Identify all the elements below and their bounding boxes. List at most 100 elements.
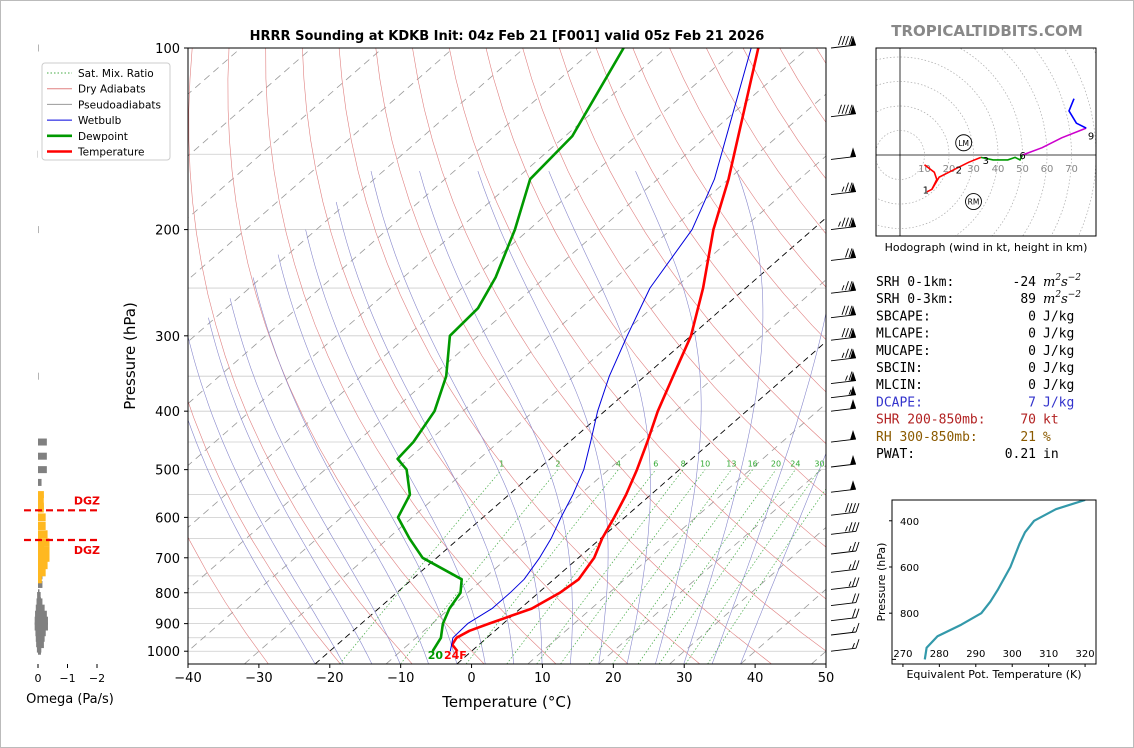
skewt-y-axis-label: Pressure (hPa): [121, 302, 139, 410]
wind-barb-half: [848, 581, 852, 587]
wind-barb: [830, 35, 857, 49]
index-label: SBCAPE:: [876, 309, 931, 324]
wind-barb-full: [848, 371, 853, 381]
dry-adiabat: [449, 48, 826, 600]
wind-barb-half: [848, 389, 852, 395]
omega-bar: [38, 580, 43, 588]
legend-entry: Dry Adiabats: [78, 84, 146, 96]
hodograph-ring-label: 40: [992, 164, 1005, 175]
surface-temp-label: 24F: [444, 649, 467, 662]
index-unit: J/kg: [1043, 344, 1074, 359]
dry-adiabat: [595, 48, 826, 393]
isotherm: [188, 48, 454, 281]
wind-barb-staff: [830, 550, 857, 555]
index-row: SRH 0-1km: -24 m2s−2: [876, 273, 1081, 290]
index-value: 0: [1028, 309, 1036, 324]
omega-bar: [38, 553, 50, 562]
wind-barb-full: [848, 522, 853, 532]
wind-barb-full: [855, 608, 860, 618]
omega-bar: [38, 478, 42, 486]
wind-barb-full: [838, 104, 842, 114]
hodograph-trace: [1022, 127, 1087, 156]
index-label: PWAT:: [876, 447, 915, 462]
dry-adiabat: [669, 48, 826, 288]
theta-e-profile: [923, 500, 1086, 660]
wind-barb-full: [845, 182, 849, 192]
wind-barb: [830, 371, 857, 385]
omega-bar: [38, 438, 47, 446]
wind-barb-full: [841, 35, 846, 46]
omega-x-axis-label: Omega (Pa/s): [26, 692, 114, 707]
storm-motion-label: RM: [968, 198, 980, 207]
wind-barb-full: [848, 35, 853, 46]
omega-bar: [38, 538, 50, 547]
hodograph-height-label: 2: [956, 166, 962, 177]
wind-barb-flag: [850, 104, 856, 115]
wind-barb-full: [841, 104, 846, 114]
omega-bar: [35, 604, 45, 613]
wind-barb-full: [848, 305, 853, 315]
wind-barb-flag: [850, 328, 856, 339]
pseudo-adiabat: [370, 171, 543, 664]
wind-barb-flag: [850, 430, 856, 441]
hodograph-frame: [875, 47, 1097, 237]
hodograph-ring: [876, 81, 974, 229]
pseudo-adiabat: [277, 254, 458, 664]
dgz-label: DGZ: [74, 544, 100, 557]
wind-barb-half: [845, 375, 848, 381]
wind-barb: [830, 541, 860, 555]
dry-adiabat: [706, 48, 826, 235]
index-label: MLCIN:: [876, 378, 923, 393]
wind-barb-staff: [830, 617, 857, 622]
wind-barb-full: [841, 327, 846, 338]
mix-ratio-label: 30: [814, 460, 824, 469]
legend-entry: Sat. Mix. Ratio: [78, 68, 154, 80]
hodograph-height-label: 1: [923, 185, 929, 196]
omega-x-tick-label: 0: [35, 672, 42, 685]
wind-barb-full: [845, 104, 849, 114]
theta-x-tick-label: 300: [1003, 649, 1022, 660]
wind-barb-full: [848, 281, 853, 291]
isotherm: [188, 48, 809, 590]
omega-bar: [38, 546, 50, 555]
theta-x-tick-label: 270: [893, 649, 912, 660]
theta-y-tick-label: 400: [900, 517, 919, 528]
wetbulb-profile: [449, 48, 752, 652]
omega-bar: [38, 513, 46, 522]
wind-barb-full: [852, 560, 856, 570]
isotherm: [188, 48, 667, 467]
index-unit: J/kg: [1043, 395, 1074, 410]
dry-adiabat: [742, 48, 826, 180]
wind-barb-flag: [850, 399, 856, 410]
wind-barb-half: [841, 352, 845, 358]
theta-e-frame: [891, 499, 1097, 665]
index-unit: J/kg: [1043, 378, 1074, 393]
pseudo-adiabat: [188, 418, 316, 664]
index-label: RH 300-850mb:: [876, 430, 978, 445]
hodograph-height-label: 3: [983, 156, 989, 167]
wind-barb-flag: [850, 371, 856, 382]
sounding-indices: SRH 0-1km: -24 m2s−2 SRH 0-3km: 89 m2s−2 SBCAP…: [876, 273, 1081, 462]
wind-barb: [830, 430, 857, 443]
wind-barb: [830, 522, 860, 535]
wind-barb-full: [845, 327, 849, 338]
wind-barb-full: [855, 577, 860, 587]
y-tick-label: 600: [155, 511, 180, 526]
wind-barb-half: [841, 186, 845, 192]
omega-bar: [38, 226, 39, 234]
x-tick-label: 40: [747, 671, 764, 686]
omega-bar: [38, 452, 47, 460]
omega-bar: [38, 568, 46, 577]
hodograph-trace: [924, 164, 938, 193]
mix-ratio-line: [612, 469, 753, 664]
x-tick-label: 10: [534, 671, 551, 686]
wind-barb-full: [855, 560, 860, 570]
mix-ratio-label: 16: [748, 460, 758, 469]
omega-bar: [38, 561, 48, 570]
index-value: 0: [1028, 344, 1036, 359]
wind-barb-flag: [850, 480, 856, 491]
wind-barb-full: [852, 503, 856, 513]
index-label: MLCAPE:: [876, 327, 931, 342]
storm-motion-marker: [965, 193, 982, 211]
